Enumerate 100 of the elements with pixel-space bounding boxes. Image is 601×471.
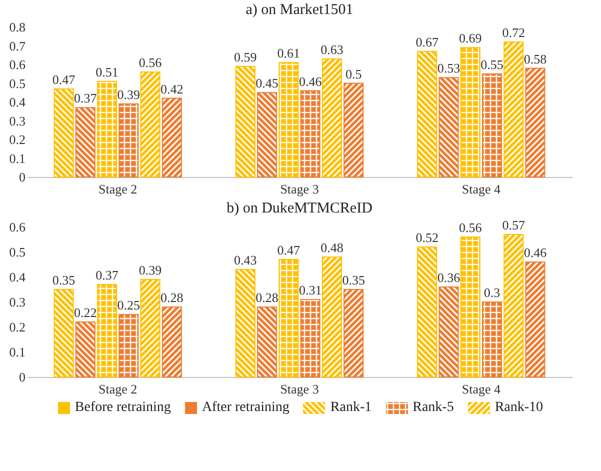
bar [97,80,118,178]
data-label: 0.28 [256,290,278,305]
data-label: 0.39 [117,86,140,102]
y-tick-label: 0.4 [9,94,26,110]
bar [482,302,502,378]
bar [438,286,459,378]
text: Rank-1 [330,400,372,416]
y-tick-label: 0.1 [9,344,26,360]
data-label: 0.57 [502,218,526,232]
y-tick-label: 0.2 [9,320,26,334]
bar [75,322,96,378]
x-tick-label: Stage 3 [280,182,319,196]
bar [344,82,364,178]
data-label: 0.53 [437,60,460,76]
bar [438,77,459,178]
bar [235,269,256,378]
data-label: 0.47 [52,72,76,87]
data-label: 0.39 [138,262,162,278]
bar [140,72,160,178]
bar [344,289,364,378]
data-label: 0.58 [524,51,547,66]
bar [525,262,546,378]
bar [54,88,74,178]
bar [278,259,299,378]
bar [460,47,480,178]
data-label: 0.3 [484,285,500,300]
y-tick-label: 0.5 [9,76,26,91]
bar [162,98,182,178]
bar [417,50,438,178]
data-label: 0.45 [256,76,278,91]
y-tick-label: 0.6 [9,57,26,72]
x-tick-label: Stage 2 [98,182,138,196]
data-label: 0.36 [437,270,461,285]
y-tick-label: 0 [19,170,26,184]
bar [482,73,502,178]
data-label: 0.69 [458,30,482,46]
bar [460,236,480,378]
data-label: 0.56 [458,220,482,235]
data-label: 0.52 [416,230,438,245]
data-label: 0.46 [298,74,322,89]
bar [322,256,342,378]
text: Before retraining [74,400,171,416]
data-label: 0.46 [524,245,548,260]
bar [162,306,182,378]
data-label: 0.25 [117,298,140,312]
data-label: 0.43 [234,252,257,268]
data-label: 0.35 [52,272,76,288]
data-label: 0.47 [277,242,301,258]
bar [75,107,96,178]
x-tick-label: Stage 2 [98,382,138,396]
data-label: 0.37 [74,90,98,106]
bar [54,289,74,378]
bar [140,279,160,378]
y-tick-label: 0.7 [9,38,26,54]
x-tick-label: Stage 3 [280,382,319,396]
text: After retraining [202,400,290,416]
bar [504,234,524,378]
bar [118,314,139,378]
data-label: 0.48 [320,240,344,255]
data-label: 0.55 [480,56,504,72]
data-label: 0.72 [502,25,525,40]
text: Rank-10 [494,400,544,416]
data-label: 0.5 [345,66,362,82]
data-label: 0.56 [138,55,162,70]
y-tick-label: 0.8 [9,20,26,34]
chart-title: b) on DukeMTMCReID [226,200,373,216]
data-label: 0.28 [160,290,184,305]
y-tick-label: 0.3 [9,294,26,310]
data-label: 0.59 [234,49,257,64]
bar [504,42,524,178]
data-label: 0.67 [416,34,439,50]
y-tick-label: 0.4 [9,270,26,284]
y-tick-label: 0.6 [9,220,26,234]
bar [278,62,299,178]
y-tick-label: 0.3 [9,113,26,128]
y-tick-label: 0.1 [9,150,26,166]
x-tick-label: Stage 4 [462,382,501,396]
bar [97,284,118,378]
data-label: 0.37 [96,268,119,282]
data-label: 0.61 [277,46,300,61]
bar [257,306,278,378]
bar [417,246,438,378]
bar [300,90,320,178]
bar [235,66,256,178]
bar [118,103,139,178]
bar [300,299,320,378]
data-label: 0.42 [160,81,184,96]
data-label: 0.35 [342,272,365,288]
y-tick-label: 0.5 [9,244,26,260]
data-label: 0.51 [96,64,118,80]
x-tick-label: Stage 4 [462,182,501,196]
bar [322,58,342,178]
y-tick-label: 0.2 [9,132,26,147]
data-label: 0.31 [298,282,322,298]
chart-title: a) on Market1501 [246,2,354,18]
text: Rank-5 [412,400,454,416]
data-label: 0.63 [320,42,344,57]
bar [525,68,546,178]
data-label: 0.22 [74,305,97,320]
bar [257,92,278,178]
